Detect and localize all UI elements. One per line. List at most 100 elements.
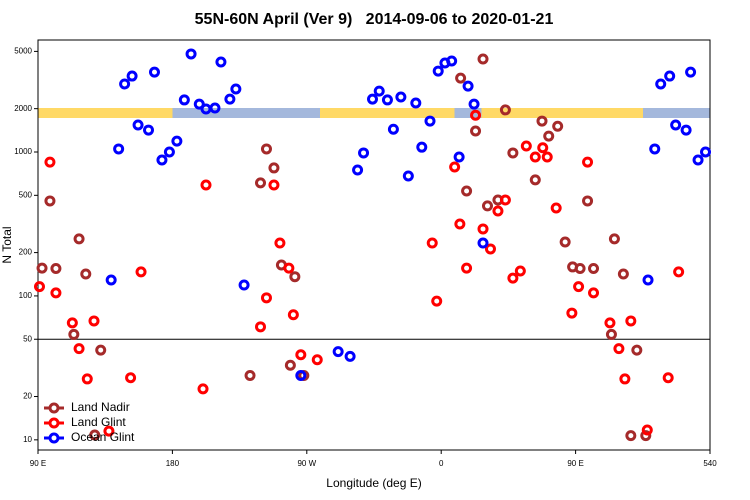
point — [215, 56, 227, 68]
point — [462, 80, 474, 92]
point — [332, 346, 344, 358]
point — [662, 372, 674, 384]
point — [617, 268, 629, 280]
point — [36, 262, 48, 274]
point — [426, 237, 438, 249]
point — [461, 185, 473, 197]
point — [274, 237, 286, 249]
point — [88, 315, 100, 327]
point — [424, 115, 436, 127]
point — [185, 48, 197, 60]
point — [295, 369, 307, 381]
point — [66, 317, 78, 329]
point — [700, 146, 712, 158]
point — [416, 141, 428, 153]
point — [655, 78, 667, 90]
point — [287, 309, 299, 321]
point — [148, 66, 160, 78]
point — [119, 78, 131, 90]
land-ocean-strip — [38, 108, 710, 118]
point — [588, 263, 600, 275]
point — [543, 130, 555, 142]
y-tick-label: 5000 — [14, 47, 32, 56]
legend-marker — [48, 402, 60, 414]
point — [670, 119, 682, 131]
point — [44, 156, 56, 168]
point — [89, 429, 101, 441]
point — [381, 94, 393, 106]
point — [640, 430, 652, 442]
point — [631, 344, 643, 356]
point — [81, 373, 93, 385]
y-tick-label: 200 — [19, 248, 33, 257]
point — [73, 233, 85, 245]
point — [156, 154, 168, 166]
point — [367, 93, 379, 105]
point — [499, 194, 511, 206]
point — [113, 143, 125, 155]
point — [163, 146, 175, 158]
point — [33, 281, 45, 293]
point — [344, 350, 356, 362]
point — [283, 262, 295, 274]
point — [641, 424, 653, 436]
point — [80, 268, 92, 280]
point — [50, 287, 62, 299]
point — [358, 147, 370, 159]
point — [477, 53, 489, 65]
legend-marker — [48, 432, 60, 444]
point — [642, 274, 654, 286]
y-tick-label: 20 — [23, 392, 32, 401]
y-tick-label: 500 — [19, 190, 33, 199]
point — [604, 317, 616, 329]
x-axis-label: Longitude (deg E) — [326, 476, 421, 490]
point — [143, 124, 155, 136]
point — [454, 218, 466, 230]
point — [230, 83, 242, 95]
point — [132, 119, 144, 131]
point — [446, 55, 458, 67]
point — [566, 307, 578, 319]
point — [541, 151, 553, 163]
point — [432, 65, 444, 77]
x-tick-label: 540 — [703, 459, 717, 468]
point — [680, 124, 692, 136]
point — [224, 93, 236, 105]
x-tick-label: 90 W — [297, 459, 316, 468]
point — [492, 205, 504, 217]
point — [649, 143, 661, 155]
point — [477, 237, 489, 249]
y-tick-label: 10 — [23, 435, 32, 444]
point — [461, 262, 473, 274]
point — [477, 223, 489, 235]
legend-marker — [48, 417, 60, 429]
point — [260, 292, 272, 304]
point — [197, 383, 209, 395]
point — [95, 344, 107, 356]
point — [529, 151, 541, 163]
point — [550, 202, 562, 214]
y-tick-label: 50 — [23, 334, 32, 343]
point — [520, 140, 532, 152]
point — [470, 125, 482, 137]
legend-label: Land Glint — [71, 415, 126, 429]
point — [105, 274, 117, 286]
chart-title: 55N-60N April (Ver 9) 2014-09-06 to 2020… — [195, 11, 554, 28]
point — [178, 94, 190, 106]
x-tick-label: 90 E — [30, 459, 46, 468]
point — [685, 66, 697, 78]
point — [193, 98, 205, 110]
point — [529, 174, 541, 186]
y-axis-label: N Total — [0, 226, 14, 263]
point — [507, 147, 519, 159]
point — [402, 170, 414, 182]
point — [470, 109, 482, 121]
point — [582, 195, 594, 207]
point — [625, 430, 637, 442]
point — [255, 321, 267, 333]
point — [449, 161, 461, 173]
point — [268, 162, 280, 174]
point — [507, 272, 519, 284]
point — [664, 70, 676, 82]
